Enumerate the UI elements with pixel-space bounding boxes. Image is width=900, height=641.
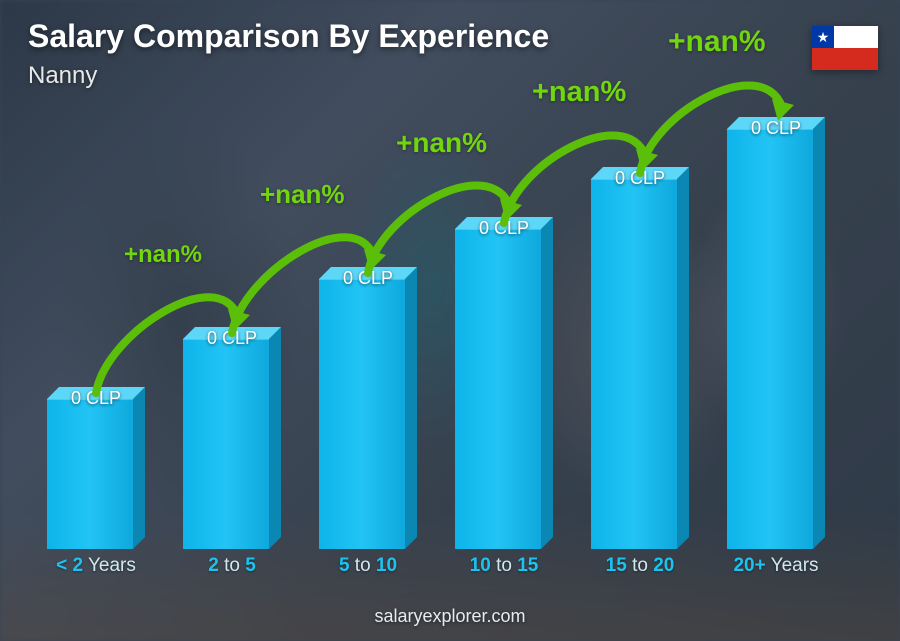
delta-label: +nan% <box>396 127 487 159</box>
delta-label: +nan% <box>532 76 626 109</box>
delta-arrow-icon <box>620 49 796 219</box>
flag-star-icon: ★ <box>812 26 834 48</box>
delta-label: +nan% <box>668 25 766 59</box>
chart-subtitle: Nanny <box>28 62 97 90</box>
delta-label: +nan% <box>124 241 202 269</box>
chart-container: Salary Comparison By Experience Nanny ★ … <box>0 0 900 641</box>
x-axis-label: 10 to 15 <box>470 555 539 577</box>
bar-chart: 0 CLP< 2 Years0 CLP2 to 50 CLP5 to 100 C… <box>40 97 844 577</box>
footer-credit: salaryexplorer.com <box>0 606 900 627</box>
x-axis-label: 20+ Years <box>733 555 818 577</box>
x-axis-label: 2 to 5 <box>208 555 256 577</box>
delta-label: +nan% <box>260 179 345 210</box>
flag-chile: ★ <box>812 26 878 70</box>
chart-title: Salary Comparison By Experience <box>28 18 549 55</box>
x-axis-label: < 2 Years <box>56 555 136 577</box>
x-axis-label: 15 to 20 <box>606 555 675 577</box>
x-axis-label: 5 to 10 <box>339 555 397 577</box>
